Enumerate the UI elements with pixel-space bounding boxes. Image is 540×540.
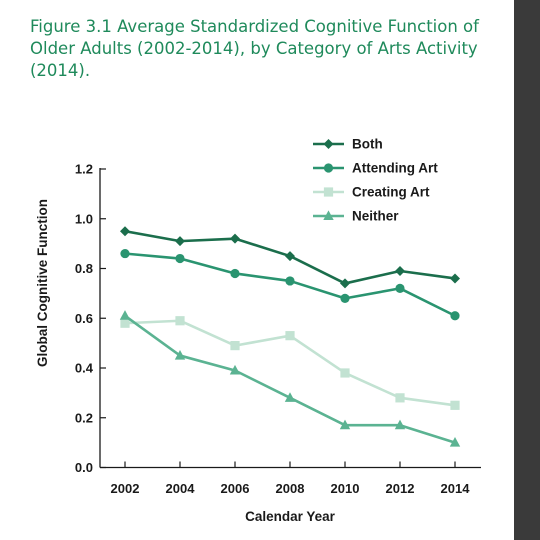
data-point-attending-art (230, 268, 240, 279)
legend-swatch-marker (323, 163, 334, 173)
legend-item-attending-art: Attending Art (313, 161, 438, 176)
x-tick-label: 2010 (331, 481, 360, 496)
viewer-edge-strip (514, 0, 540, 540)
data-point-creating-art (120, 318, 130, 328)
y-tick-label: 0.8 (75, 261, 93, 276)
y-axis-title: Global Cognitive Function (35, 199, 50, 367)
data-point-attending-art (120, 248, 130, 259)
line-chart: 0.0 0.2 0.4 0.6 0.8 1.0 1.2 2002 2004 2006 2008 201… (35, 137, 481, 524)
y-tick-label: 0.6 (75, 311, 93, 326)
y-tick-label: 1.2 (75, 162, 93, 177)
data-point-attending-art (450, 311, 460, 321)
chart-legend: Both Attending Art Creating Art Neither (313, 137, 438, 224)
x-tick-label: 2006 (221, 481, 250, 496)
data-point-both (285, 251, 295, 262)
legend-item-both: Both (313, 137, 383, 152)
data-point-both (340, 278, 350, 289)
x-tick-label: 2004 (166, 481, 196, 496)
data-point-both (175, 236, 185, 247)
data-point-neither (339, 419, 351, 430)
series-attending-art (120, 248, 460, 321)
data-point-neither (174, 349, 186, 360)
data-point-creating-art (340, 368, 350, 378)
data-point-both (120, 226, 130, 237)
data-point-attending-art (395, 283, 405, 293)
y-tick-label: 0.2 (75, 410, 93, 425)
data-point-both (230, 233, 240, 244)
legend-item-neither: Neither (313, 209, 399, 224)
page: Figure 3.1 Average Standardized Cognitiv… (30, 17, 479, 80)
data-point-neither (394, 419, 406, 430)
legend-swatch-marker (323, 139, 334, 149)
chart-axes: 0.0 0.2 0.4 0.6 0.8 1.0 1.2 2002 2004 2006 2008 201… (75, 162, 481, 496)
legend-label: Creating Art (352, 185, 430, 200)
y-tick-label: 1.0 (75, 211, 93, 226)
legend-swatch-marker (323, 187, 334, 197)
data-point-neither (449, 437, 461, 447)
x-tick-label: 2008 (276, 481, 305, 496)
x-tick-label: 2012 (386, 481, 415, 496)
data-point-creating-art (175, 316, 185, 326)
data-point-both (450, 273, 460, 284)
data-point-neither (229, 364, 241, 375)
data-point-attending-art (175, 253, 185, 264)
data-point-creating-art (450, 400, 460, 410)
x-axis-title: Calendar Year (245, 509, 336, 524)
data-point-creating-art (285, 331, 295, 341)
data-point-neither (284, 392, 296, 402)
y-tick-label: 0.0 (75, 460, 93, 475)
y-tick-label: 0.4 (75, 361, 94, 376)
legend-label: Neither (352, 209, 399, 224)
legend-swatch-marker (323, 210, 334, 220)
x-tick-label: 2002 (111, 481, 140, 496)
series-creating-art (120, 316, 460, 410)
x-tick-label: 2014 (441, 481, 471, 496)
legend-label: Attending Art (352, 161, 438, 176)
series-both (120, 226, 460, 289)
chart-series-layer (119, 226, 461, 447)
legend-label: Both (352, 137, 383, 152)
figure-title: Figure 3.1 Average Standardized Cognitiv… (30, 17, 479, 80)
data-point-creating-art (230, 341, 240, 351)
data-point-both (395, 265, 405, 276)
legend-item-creating-art: Creating Art (313, 185, 430, 200)
series-neither (119, 310, 461, 447)
data-point-attending-art (285, 276, 295, 286)
data-point-attending-art (340, 293, 350, 303)
data-point-neither (119, 310, 131, 320)
data-point-creating-art (395, 393, 405, 403)
